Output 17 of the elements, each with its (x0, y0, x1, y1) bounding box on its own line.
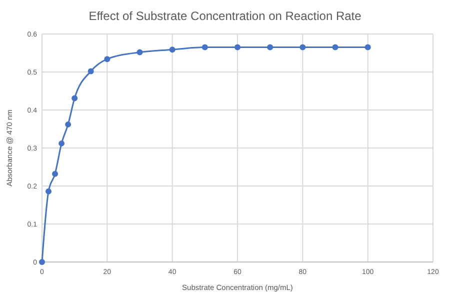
point (136, 49, 143, 56)
point (52, 170, 58, 177)
point (332, 44, 338, 50)
point (46, 188, 52, 194)
point (364, 44, 371, 50)
point (234, 44, 240, 50)
point (104, 56, 110, 62)
point (169, 46, 176, 53)
point (202, 44, 208, 50)
point (300, 44, 306, 50)
point (58, 140, 65, 146)
point (267, 44, 274, 50)
point (65, 121, 72, 128)
chart-title: Effect of Substrate Concentration on Reaction Rate (88, 9, 362, 23)
point (88, 68, 94, 74)
point (39, 259, 45, 265)
point (72, 95, 78, 102)
